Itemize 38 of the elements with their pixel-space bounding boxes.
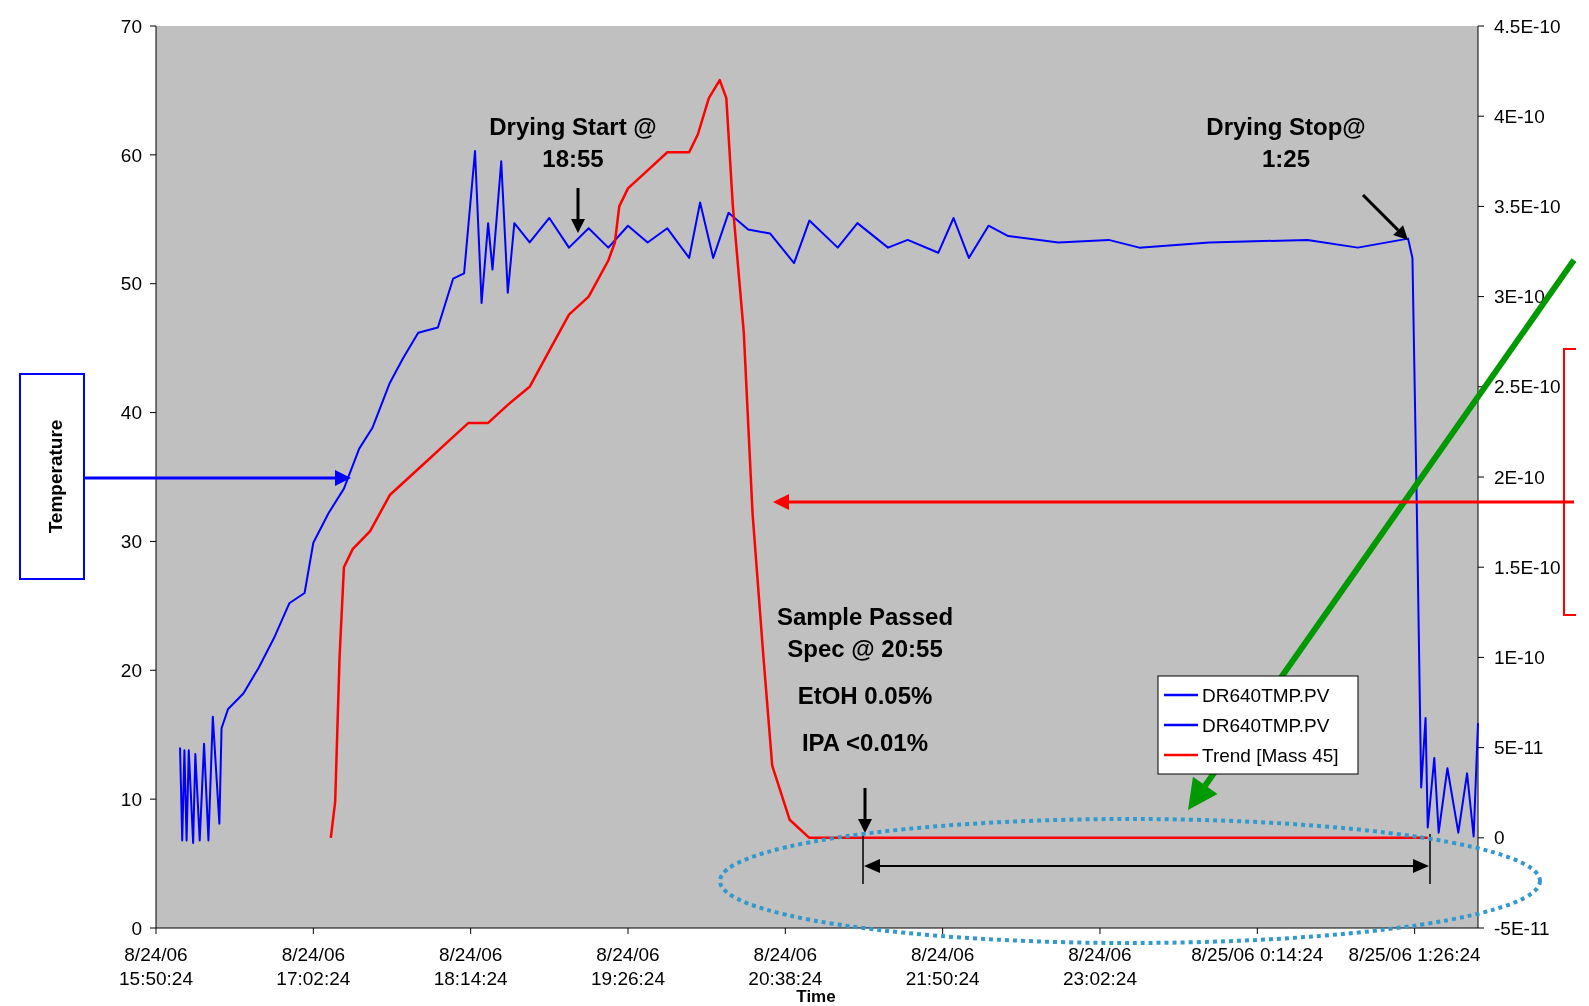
y2-tick-label: 3E-10	[1494, 286, 1545, 308]
annotation: Sample Passed Spec @ 20:55	[776, 603, 954, 662]
y-tick-label: 60	[120, 144, 142, 166]
y2-tick-label: 1.5E-10	[1494, 556, 1561, 578]
y2-tick-label: 5E-11	[1494, 737, 1544, 759]
y-tick-label: 40	[120, 402, 142, 424]
x-tick-label: 8/24/06 17:02:24	[276, 944, 351, 989]
x-tick-label: 8/24/06 21:50:24	[905, 944, 981, 989]
y2-tick-label: 1E-10	[1494, 647, 1545, 669]
legend-label: DR640TMP.PV	[1202, 684, 1330, 706]
x-axis-title: Time	[796, 987, 836, 1006]
y-tick-label: 0	[131, 917, 142, 939]
y-tick-label: 20	[120, 659, 142, 681]
x-tick-label: 8/24/06 15:50:24	[119, 944, 194, 989]
x-tick-label: 8/24/06 20:38:24	[748, 944, 823, 989]
y2-tick-label: 2.5E-10	[1494, 376, 1561, 398]
x-tick-label: 8/24/06 18:14:24	[433, 944, 509, 989]
y2-tick-label: -5E-11	[1494, 917, 1550, 939]
legend-label: Trend [Mass 45]	[1202, 744, 1339, 766]
y2-tick-label: 2E-10	[1494, 466, 1545, 488]
y-tick-label: 70	[120, 15, 142, 37]
y2-tick-label: 3.5E-10	[1494, 196, 1561, 218]
annotation: EtOH 0.05%	[797, 682, 933, 709]
y2-tick-label: 0	[1494, 827, 1505, 849]
y-tick-label: 30	[120, 531, 142, 553]
y-tick-label: 50	[120, 273, 142, 295]
y2-tick-label: 4.5E-10	[1494, 15, 1561, 37]
annotation: Drying Start @ 18:55	[489, 113, 657, 172]
y-axis-title: Temperature	[45, 419, 66, 534]
x-tick-label: 8/24/06 19:26:24	[591, 944, 666, 989]
y-tick-label: 10	[120, 788, 142, 810]
legend-label: DR640TMP.PV	[1202, 714, 1330, 736]
annotation: IPA <0.01%	[801, 729, 929, 756]
y2-tick-label: 4E-10	[1494, 105, 1545, 127]
annotation: Drying Stop@ 1:25	[1206, 113, 1366, 172]
x-tick-label: 8/25/06 1:26:24	[1348, 944, 1482, 965]
x-tick-label: 8/25/06 0:14:24	[1191, 944, 1324, 965]
x-tick-label: 8/24/06 23:02:24	[1062, 944, 1138, 989]
